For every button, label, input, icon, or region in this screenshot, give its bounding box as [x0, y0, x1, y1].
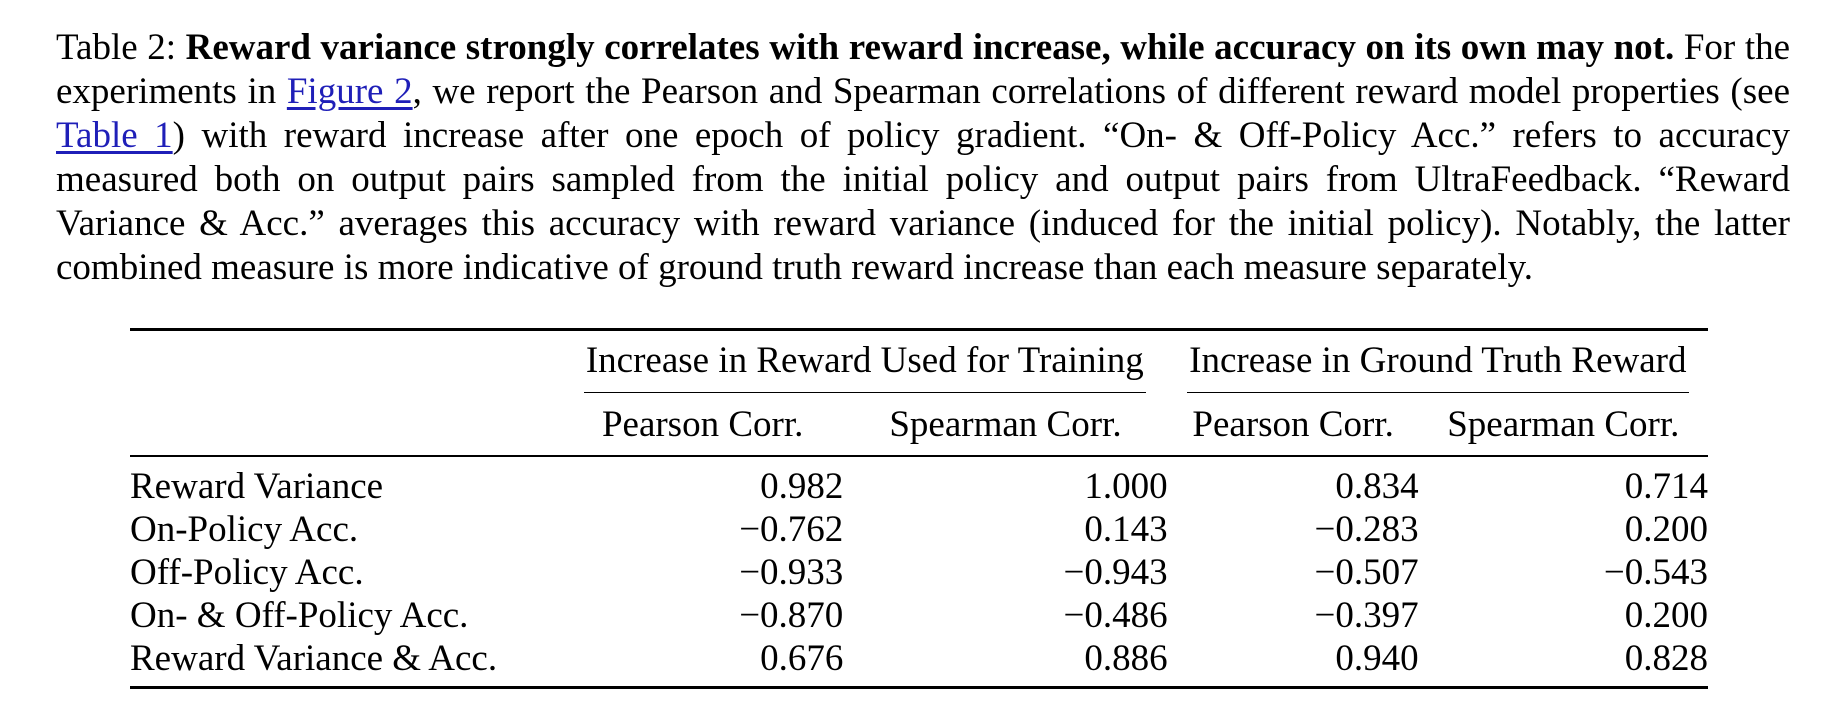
subheader-training-spearman: Spearman Corr. [843, 393, 1168, 457]
empty-header-cell [130, 330, 562, 394]
value-cell: −0.762 [739, 509, 844, 550]
value-cell: −0.543 [1603, 552, 1708, 593]
sub-header-row: Pearson Corr. Spearman Corr. Pearson Cor… [130, 393, 1708, 457]
value-cell: 1.000 [1084, 466, 1168, 507]
subheader-training-pearson: Pearson Corr. [562, 393, 844, 457]
table-row: Reward Variance & Acc. 0.676 0.886 0.940 0.8… [130, 637, 1708, 688]
value-cell: 0.200 [1624, 595, 1708, 636]
value-cell: −0.943 [1063, 552, 1168, 593]
table-1-link[interactable]: Table 1 [56, 115, 173, 156]
table-row: Reward Variance 0.982 1.000 0.834 0.714 [130, 456, 1708, 508]
caption-text-1: For the experiments in [56, 27, 1791, 112]
value-cell: 0.143 [1084, 509, 1168, 550]
figure-2-link[interactable]: Figure 2 [286, 71, 413, 112]
value-cell: 0.940 [1335, 638, 1419, 679]
value-cell: 0.200 [1624, 509, 1708, 550]
value-cell: −0.397 [1314, 595, 1419, 636]
value-cell: −0.933 [739, 552, 844, 593]
value-cell: 0.886 [1084, 638, 1168, 679]
table-row: On-Policy Acc. −0.762 0.143 −0.283 0.200 [130, 508, 1708, 551]
table-row: Off-Policy Acc. −0.933 −0.943 −0.507 −0.543 [130, 551, 1708, 594]
table-caption: Table 2: Reward variance strongly correl… [56, 26, 1790, 290]
value-cell: −0.486 [1063, 595, 1168, 636]
results-table: Increase in Reward Used for Training Inc… [130, 328, 1708, 689]
value-cell: 0.676 [760, 638, 844, 679]
value-cell: 0.714 [1624, 466, 1708, 507]
row-label: On- & Off-Policy Acc. [130, 595, 469, 636]
value-cell: −0.507 [1314, 552, 1419, 593]
subheader-gt-pearson: Pearson Corr. [1167, 393, 1419, 457]
caption-title: Reward variance strongly correlates with… [185, 27, 1675, 68]
subheader-gt-spearman: Spearman Corr. [1418, 393, 1708, 457]
row-label: Reward Variance & Acc. [130, 638, 498, 679]
group-header-row: Increase in Reward Used for Training Inc… [130, 330, 1708, 394]
value-cell: −0.870 [739, 595, 844, 636]
value-cell: 0.834 [1335, 466, 1419, 507]
empty-subheader-cell [130, 393, 562, 457]
caption-label: Table 2: [56, 27, 177, 68]
table-body: Reward Variance 0.982 1.000 0.834 0.714 On-Po… [130, 456, 1708, 688]
value-cell: −0.283 [1314, 509, 1419, 550]
row-label: Reward Variance [130, 466, 384, 507]
group-header-training: Increase in Reward Used for Training [562, 330, 1168, 393]
value-cell: 0.982 [760, 466, 844, 507]
row-label: Off-Policy Acc. [130, 552, 364, 593]
caption-text-2: , we report the Pearson and Spearman cor… [412, 71, 1790, 112]
value-cell: 0.828 [1624, 638, 1708, 679]
row-label: On-Policy Acc. [130, 509, 359, 550]
group-header-ground-truth: Increase in Ground Truth Reward [1168, 330, 1708, 393]
caption-text-3: ) with reward increase after one epoch o… [56, 115, 1790, 288]
table-row: On- & Off-Policy Acc. −0.870 −0.486 −0.397 0… [130, 594, 1708, 637]
